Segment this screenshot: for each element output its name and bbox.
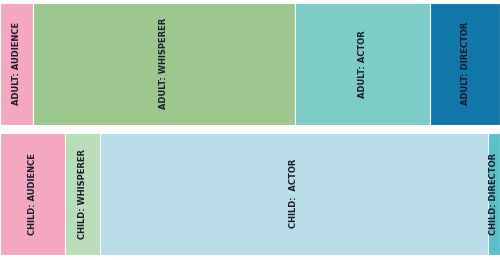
Text: ADULT: AUDIENCE: ADULT: AUDIENCE — [12, 22, 21, 105]
Text: ADULT: ACTOR: ADULT: ACTOR — [358, 30, 367, 98]
Text: CHILD:  ACTOR: CHILD: ACTOR — [289, 159, 298, 228]
Bar — [0, 133, 65, 255]
Bar — [100, 133, 487, 255]
Bar — [295, 3, 430, 125]
Bar — [32, 3, 295, 125]
Bar — [488, 133, 500, 255]
Bar — [65, 133, 100, 255]
Text: CHILD: DIRECTOR: CHILD: DIRECTOR — [489, 153, 498, 235]
Bar — [430, 3, 500, 125]
Text: ADULT: WHISPERER: ADULT: WHISPERER — [159, 18, 168, 109]
Bar — [0, 3, 32, 125]
Text: CHILD: AUDIENCE: CHILD: AUDIENCE — [28, 153, 37, 235]
Text: CHILD: WHISPERER: CHILD: WHISPERER — [78, 149, 87, 239]
Text: ADULT: DIRECTOR: ADULT: DIRECTOR — [460, 22, 469, 105]
